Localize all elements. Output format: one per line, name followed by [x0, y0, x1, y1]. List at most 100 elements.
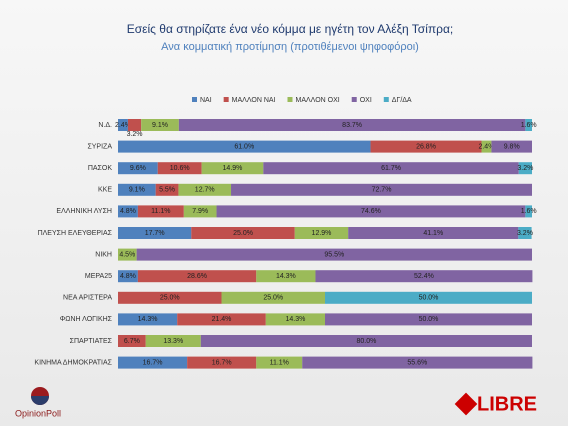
value-label: 61.7% — [381, 165, 401, 172]
bar-segment — [191, 227, 295, 239]
category-label: ΚΚΕ — [98, 187, 112, 194]
bar-segment — [256, 356, 303, 369]
legend-swatch — [351, 97, 357, 102]
bar-segment — [118, 335, 146, 347]
bar-segment — [178, 119, 526, 131]
legend-swatch — [383, 97, 389, 102]
bar-segment — [178, 183, 232, 196]
bar-segment — [118, 291, 222, 304]
value-label: 14.3% — [285, 316, 305, 323]
bar-segment — [118, 205, 138, 218]
category-label: ΠΑΣΟΚ — [88, 165, 112, 172]
value-label: 26.8% — [416, 143, 436, 150]
value-label: 52.4% — [414, 273, 434, 280]
value-label: 4.8% — [120, 208, 136, 215]
bar-segment — [221, 291, 325, 304]
value-label: 11.1% — [270, 359, 289, 366]
bar-segment — [348, 227, 519, 239]
category-label: ΣΠΑΡΤΙΑΤΕΣ — [70, 338, 113, 345]
bar-segment — [118, 227, 192, 239]
bar-segment — [518, 162, 532, 175]
value-label: 25.0% — [263, 295, 283, 302]
bar-segment — [136, 248, 532, 261]
opinionpoll-logo: OpinionPoll — [15, 387, 61, 418]
value-label: 9.6% — [130, 165, 146, 172]
legend-label: ΟΧΙ — [360, 97, 372, 104]
value-label: 74.6% — [361, 208, 381, 215]
bar-segment — [141, 119, 179, 131]
bar-segment — [118, 162, 158, 175]
value-label: 14.3% — [138, 316, 158, 323]
bar-segment — [325, 291, 532, 304]
value-label: 50.0% — [419, 295, 439, 302]
chart-subtitle: Ανα κομματική προτίμηση (προτιθέμενοι ψη… — [161, 41, 419, 53]
value-label: 80.0% — [356, 338, 376, 345]
value-label: 16.7% — [143, 359, 163, 366]
value-label: 1.6% — [521, 208, 537, 215]
legend-swatch — [287, 97, 293, 102]
value-label: 28.6% — [187, 273, 207, 280]
bar-segment — [183, 205, 217, 218]
category-label: ΜΕΡΑ25 — [85, 273, 112, 280]
value-label: 9.1% — [152, 122, 168, 129]
value-label: 50.0% — [419, 316, 439, 323]
bar-segment — [127, 119, 142, 131]
value-label: 25.0% — [233, 230, 253, 237]
value-label: 6.7% — [124, 338, 140, 345]
legend-label: ΝΑΙ — [200, 97, 212, 104]
bar-segment — [481, 140, 492, 153]
value-label: 9.1% — [129, 187, 145, 194]
libre-logo: LIBRE — [454, 392, 537, 416]
legend-swatch — [192, 97, 197, 102]
bar-segment — [525, 205, 532, 218]
value-label: 55.6% — [407, 359, 427, 366]
legend-swatch — [223, 97, 229, 102]
value-label: 7.9% — [192, 208, 208, 215]
bar-segment — [155, 183, 179, 196]
bar-segment — [265, 313, 325, 326]
value-label: 1.6% — [521, 122, 537, 129]
bar-segment — [370, 140, 482, 153]
bar-segment — [263, 162, 519, 175]
bar-segment — [118, 119, 128, 131]
category-label: ΣΥΡΙΖΑ — [87, 143, 112, 150]
category-label: ΕΛΛΗΝΙΚΗ ΛΥΣΗ — [56, 208, 112, 215]
value-label: 12.7% — [195, 187, 215, 194]
bar-segment — [118, 270, 138, 283]
value-label: 3.2% — [127, 131, 143, 138]
value-label: 13.3% — [163, 338, 183, 345]
value-label: 95.5% — [324, 251, 344, 258]
bar-segment — [491, 140, 532, 153]
value-label: 72.7% — [372, 187, 392, 194]
value-label: 3.2% — [517, 230, 533, 237]
bar-segment — [216, 205, 526, 218]
bar-segment — [294, 227, 349, 239]
value-label: 4.8% — [120, 273, 136, 280]
value-label: 10.6% — [170, 165, 190, 172]
logo-text: LIBRE — [477, 393, 537, 415]
bar-segment — [118, 356, 188, 369]
bar-segment — [302, 356, 533, 369]
value-label: 17.7% — [145, 230, 165, 237]
value-label: 12.9% — [312, 230, 332, 237]
bar-segment — [200, 335, 533, 347]
value-label: 3.2% — [517, 165, 533, 172]
category-label: ΠΛΕΥΣΗ ΕΛΕΥΘΕΡΙΑΣ — [38, 230, 113, 237]
bar-segment — [177, 313, 266, 326]
bar-segment — [145, 335, 201, 347]
value-label: 9.8% — [504, 143, 520, 150]
legend-label: ΔΓ/ΔΑ — [392, 97, 412, 104]
chart-title: Εσείς θα στηρίζατε ένα νέο κόμμα με ηγέτ… — [127, 22, 454, 36]
bar-segment — [118, 248, 137, 261]
bar-segment — [157, 162, 202, 175]
legend-label: ΜΑΛΛΟΝ ΝΑΙ — [232, 97, 276, 104]
value-label: 41.1% — [423, 230, 443, 237]
bar-segment — [118, 183, 156, 196]
bar-segment — [256, 270, 316, 283]
category-label: ΦΩΝΗ ΛΟΓΙΚΗΣ — [60, 316, 113, 323]
category-label: ΚΙΝΗΜΑ ΔΗΜΟΚΡΑΤΙΑΣ — [34, 359, 112, 366]
bar-segment — [187, 356, 257, 369]
bar-segment — [325, 313, 532, 326]
logo-text: OpinionPoll — [15, 408, 61, 418]
